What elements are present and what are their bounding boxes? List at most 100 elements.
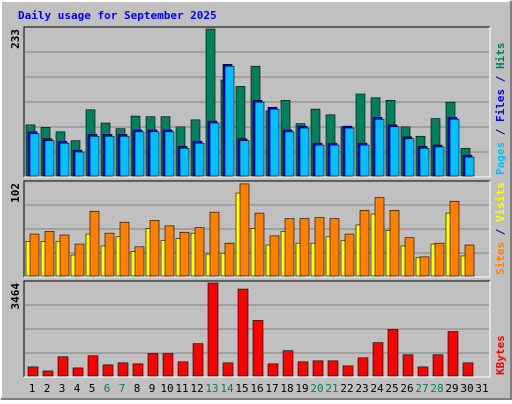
bar [314,217,325,277]
bar [132,363,144,377]
panel-frame-light [24,27,491,178]
x-tick-label: 20 [310,382,323,395]
bar [42,370,54,377]
bar [389,210,400,277]
y-tick-label: 3464 [9,283,22,310]
legend-entry: Files [494,89,507,122]
panel-frame-dark [23,26,490,177]
y-tick-label: 102 [9,183,22,203]
bar [179,231,190,277]
bar [402,354,414,377]
bar [194,227,205,277]
x-tick-label: 7 [119,382,126,395]
x-tick-label: 1 [29,382,36,395]
legend: KBytes [494,335,507,375]
bar [222,362,234,377]
x-tick-label: 17 [265,382,278,395]
x-tick-label: 18 [280,382,293,395]
bar [299,218,310,277]
bar [284,131,295,177]
panel-frame-dark [23,280,490,377]
bar [374,197,385,277]
bar [134,131,145,177]
bar [327,360,339,377]
x-tick-label: 15 [235,382,248,395]
legend-entry: Sites [494,242,507,275]
legend-separator: / [494,222,507,242]
bar [147,353,159,377]
bar [194,142,205,177]
bar [389,126,400,177]
bar [27,366,39,377]
bar [449,200,460,277]
x-tick-label: 3 [59,382,66,395]
x-tick-label: 9 [149,382,156,395]
bar [74,243,85,277]
bar [417,366,429,377]
bar [284,218,295,277]
bar [434,242,445,277]
bar [419,256,430,277]
x-tick-label: 30 [460,382,473,395]
bar [282,350,294,377]
bar [59,234,70,277]
bar [44,231,55,277]
x-tick-label: 25 [385,382,398,395]
x-tick-label: 14 [220,382,234,395]
bar [252,320,264,377]
x-tick-label: 13 [205,382,218,395]
bar [104,232,115,277]
legend: Pages / Files / Hits [494,43,507,176]
bar [359,210,370,277]
bar [74,151,85,177]
x-tick-label: 10 [160,382,173,395]
x-tick-label: 26 [400,382,413,395]
bar [299,127,310,177]
bar [374,118,385,177]
bar [134,246,145,277]
bar [387,329,399,377]
bar [57,356,69,377]
chart-title: Daily usage for September 2025 [18,9,217,22]
x-tick-label: 2 [44,382,51,395]
x-tick-label: 22 [340,382,353,395]
bar [72,367,84,377]
panel-frame-light [24,181,491,278]
bar [357,357,369,377]
bar [419,147,430,177]
panel-frame-light [24,281,491,378]
bar [192,343,204,377]
bar [344,233,355,277]
bar [239,140,250,177]
bar [432,354,444,377]
x-tick-label: 12 [190,382,203,395]
bar [89,210,100,277]
x-tick-label: 23 [355,382,368,395]
bar [329,218,340,277]
bar [89,135,100,177]
bar [209,122,220,177]
bar [119,135,130,177]
y-tick-label: 233 [9,29,22,49]
bar [314,144,325,177]
legend-entry: Visits [494,182,507,222]
bar [239,183,250,277]
bar [297,361,309,377]
bar [269,235,280,277]
bar [29,133,40,177]
legend-separator: / [494,122,507,142]
bar [117,362,129,377]
panel-frame-dark [23,180,490,277]
bar [254,212,265,277]
bar [312,360,324,377]
bar [59,142,70,177]
bar [104,135,115,177]
legend-entry: Pages [494,142,507,175]
bar [372,342,384,377]
bar [464,156,475,177]
bar [179,147,190,177]
bar [434,146,445,177]
